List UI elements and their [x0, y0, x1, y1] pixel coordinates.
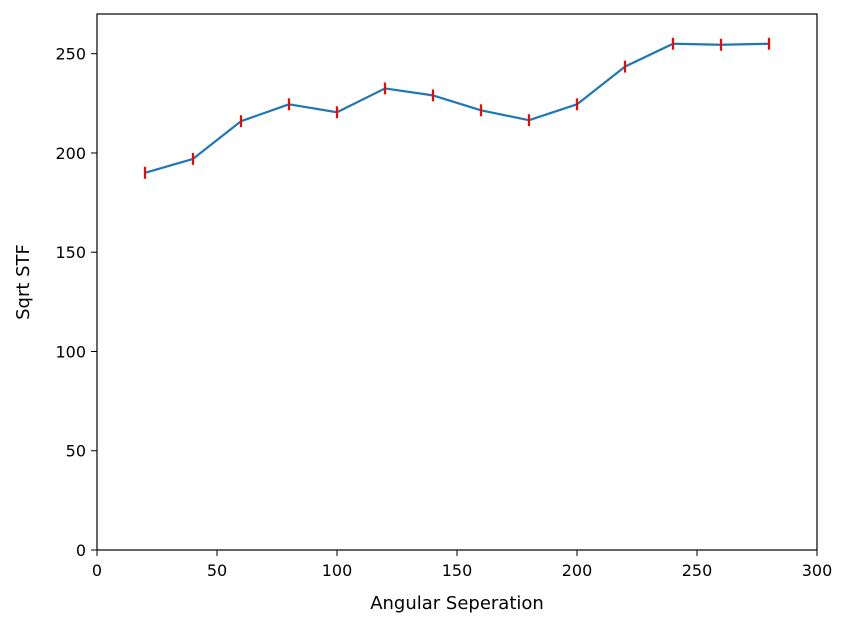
x-axis-label: Angular Seperation — [370, 593, 544, 614]
y-tick-label: 100 — [55, 342, 86, 361]
y-tick-label: 200 — [55, 144, 86, 163]
x-axis: 0 50 100 150 200 250 300 — [92, 550, 832, 580]
x-tick-label: 250 — [682, 561, 713, 580]
x-tick-label: 100 — [322, 561, 353, 580]
y-tick-label: 0 — [76, 541, 86, 560]
y-tick-label: 50 — [66, 442, 86, 461]
series-line — [144, 42, 770, 174]
y-axis-label: Sqrt STF — [13, 244, 34, 320]
x-tick-label: 300 — [802, 561, 833, 580]
x-tick-label: 0 — [92, 561, 102, 580]
y-axis: 0 50 100 150 200 250 — [55, 45, 97, 560]
y-tick-label: 150 — [55, 243, 86, 262]
x-tick-label: 200 — [562, 561, 593, 580]
x-tick-label: 50 — [207, 561, 227, 580]
y-tick-label: 250 — [55, 45, 86, 64]
x-tick-label: 150 — [442, 561, 473, 580]
plot-area — [143, 37, 771, 179]
